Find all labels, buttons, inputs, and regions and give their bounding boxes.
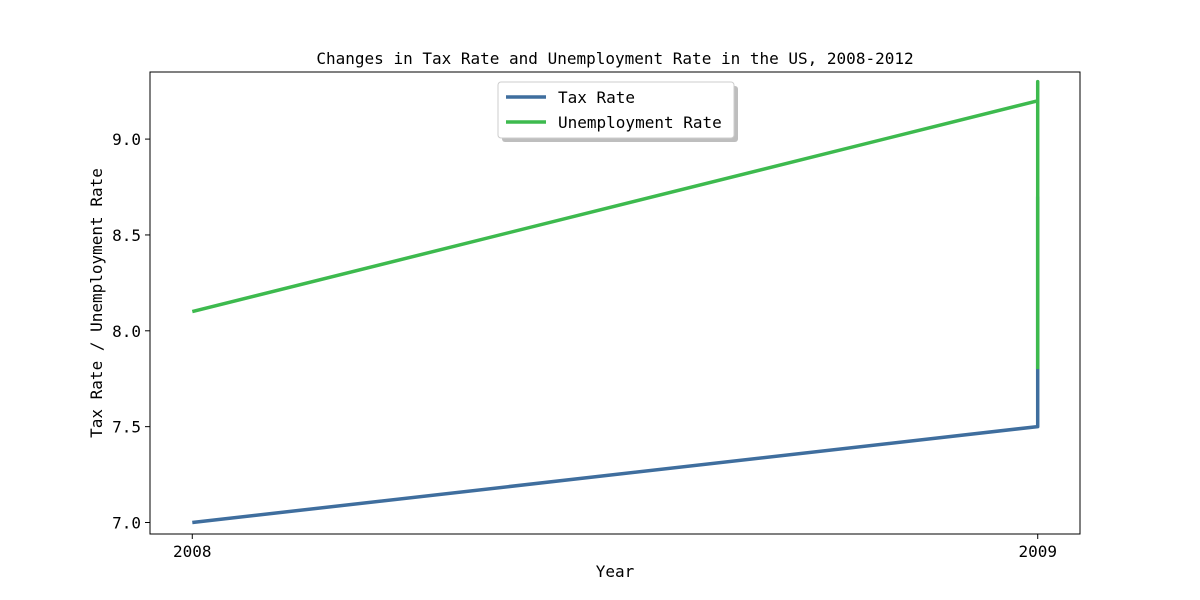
- legend-label-unemployment-rate: Unemployment Rate: [558, 113, 722, 132]
- y-tick-label: 9.0: [112, 130, 141, 149]
- chart-title: Changes in Tax Rate and Unemployment Rat…: [316, 49, 913, 68]
- y-tick-label: 8.0: [112, 322, 141, 341]
- y-tick-label: 7.0: [112, 513, 141, 532]
- legend-label-tax-rate: Tax Rate: [558, 88, 635, 107]
- plot-series-group: [191, 79, 1040, 525]
- x-axis: 2008 2009: [173, 534, 1057, 561]
- x-axis-label: Year: [596, 562, 635, 581]
- x-tick-label: 2009: [1018, 542, 1057, 561]
- legend-box: [497, 81, 735, 139]
- legend: Tax Rate Unemployment Rate: [497, 81, 738, 142]
- y-tick-label: 8.5: [112, 226, 141, 245]
- x-tick-label: 2008: [173, 542, 212, 561]
- y-tick-label: 7.5: [112, 418, 141, 437]
- series-line-unemployment-rate: [191, 79, 1040, 370]
- y-axis: 7.0 7.5 8.0 8.5 9.0: [112, 130, 150, 532]
- y-axis-label: Tax Rate / Unemployment Rate: [87, 168, 106, 438]
- plot-frame: [149, 71, 1081, 535]
